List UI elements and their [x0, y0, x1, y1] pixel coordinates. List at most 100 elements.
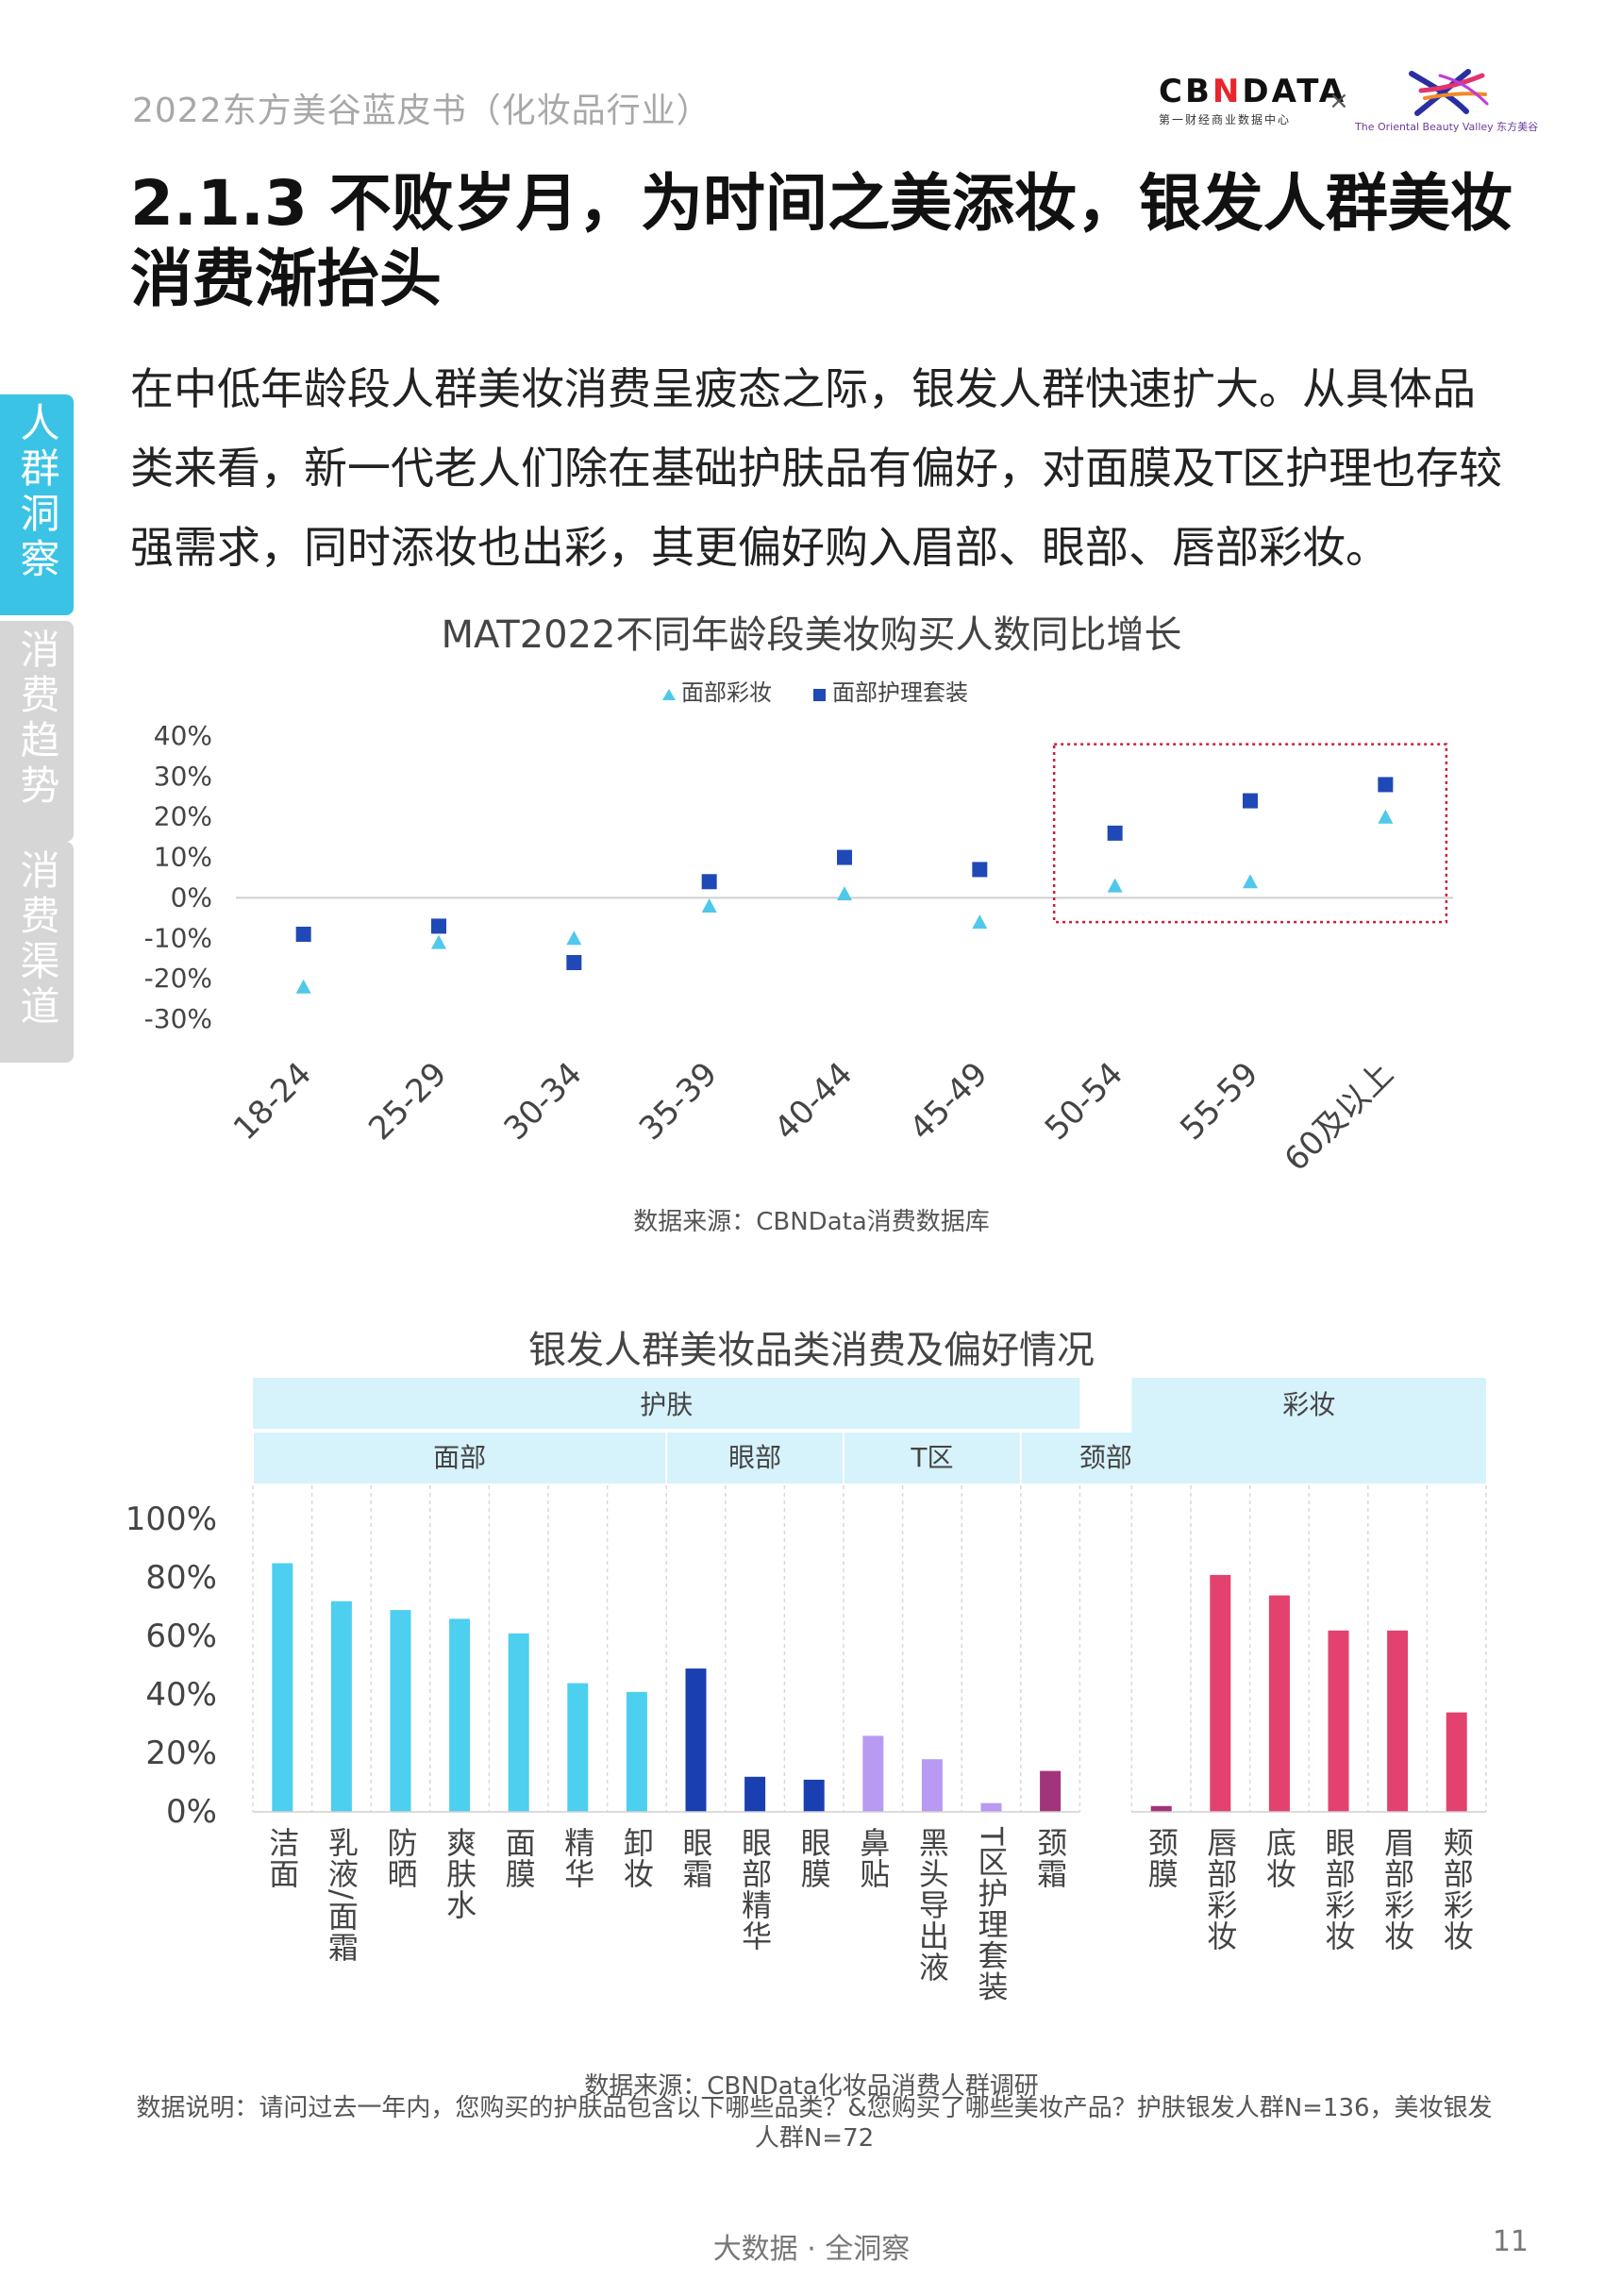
- bar-爽肤水: [449, 1618, 471, 1812]
- x-tick-label: 40-44: [767, 1055, 860, 1148]
- bar-眉部彩妆: [1387, 1630, 1409, 1812]
- page-number: 11: [1492, 2225, 1529, 2258]
- x-tick-label: 35-39: [632, 1055, 725, 1148]
- x-tick-label: 眼霜: [678, 1827, 714, 1889]
- side-tab-label: 人群洞察: [14, 402, 60, 583]
- x-tick-label: 45-49: [903, 1055, 995, 1148]
- point-面部护理套装: [701, 874, 717, 890]
- point-面部彩妆: [431, 934, 446, 949]
- x-tick-label: 55-59: [1173, 1055, 1265, 1148]
- side-tab-consumption-trend[interactable]: 消费趋势: [0, 621, 74, 842]
- side-tab-crowd-insight[interactable]: 人群洞察: [0, 394, 74, 615]
- x-tick-label: 精华: [560, 1827, 595, 1889]
- bar-乳液/面霜: [330, 1600, 352, 1812]
- bar-底妆: [1268, 1595, 1290, 1812]
- x-tick-label: 黑头导出液: [914, 1827, 950, 1983]
- x-tick-label: 60及以上: [1278, 1055, 1401, 1179]
- point-面部护理套装: [1378, 777, 1394, 793]
- x-tick-label: 眼部精华: [737, 1827, 773, 1952]
- y-tick-label: 10%: [154, 842, 212, 873]
- x-tick-label: 眼膜: [796, 1827, 832, 1889]
- point-面部护理套装: [431, 918, 446, 934]
- point-面部彩妆: [566, 930, 582, 946]
- subgroup-band: [254, 1433, 666, 1483]
- legend-label: 面部彩妆: [681, 679, 772, 706]
- bar-洁面: [272, 1563, 293, 1812]
- logo-dfmg-text: The Oriental Beauty Valley 东方美谷: [1355, 121, 1539, 133]
- x-tick-label: T区护理套装: [974, 1826, 1010, 2003]
- point-面部护理套装: [1107, 825, 1123, 841]
- bar-唇部彩妆: [1210, 1574, 1231, 1812]
- x-tick-label: 底妆: [1262, 1827, 1297, 1889]
- chart2-source: 数据来源：CBNData化妆品消费人群调研: [584, 2072, 1039, 2101]
- y-tick-label: 100%: [125, 1500, 217, 1538]
- bar-卸妆: [626, 1691, 647, 1812]
- chart1-legend: 面部彩妆 面部护理套装: [662, 679, 968, 706]
- bar-鼻贴: [862, 1735, 884, 1812]
- point-面部护理套装: [1243, 793, 1258, 809]
- logo-word-a: CB: [1159, 73, 1212, 110]
- x-tick-label: 卸妆: [619, 1827, 655, 1889]
- subgroup-label: T区: [910, 1442, 953, 1473]
- y-tick-label: 30%: [154, 761, 212, 792]
- x-tick-label: 18-24: [226, 1055, 319, 1148]
- subgroup-band: [667, 1433, 843, 1483]
- x-tick-label: 乳液/面霜: [324, 1827, 360, 1963]
- cbndata-logo: CBNDATA 第一财经商业数据中心: [1159, 73, 1344, 127]
- x-tick-label: 眉部彩妆: [1380, 1827, 1415, 1952]
- group-band-makeup: [1131, 1378, 1486, 1483]
- bar-黑头导出液: [921, 1759, 943, 1812]
- point-面部彩妆: [1243, 874, 1258, 889]
- bar-眼部精华: [744, 1776, 766, 1812]
- logo-subtitle: 第一财经商业数据中心: [1159, 113, 1292, 126]
- point-面部彩妆: [1378, 809, 1394, 824]
- bar-颈膜: [1150, 1805, 1172, 1812]
- group-label-makeup: 彩妆: [1282, 1389, 1335, 1420]
- y-tick-label: -30%: [144, 1003, 212, 1034]
- chart2-bar: 护肤 彩妆面部 眼部 T区 颈部 100% 80% 60% 40% 20% 0% 洁面 乳液/面霜 防晒爽…: [125, 1378, 1487, 2003]
- point-面部护理套装: [566, 955, 582, 970]
- footer-slogan: 大数据 · 全洞察: [712, 2233, 911, 2266]
- oriental-beauty-valley-logo: The Oriental Beauty Valley 东方美谷: [1355, 66, 1539, 134]
- side-tab-label: 消费趋势: [14, 628, 60, 810]
- x-tick-label: 洁面: [264, 1827, 300, 1889]
- y-tick-label: 40%: [145, 1676, 217, 1714]
- legend-marker-square: [813, 689, 826, 701]
- point-面部护理套装: [295, 927, 311, 942]
- bar-眼膜: [803, 1779, 825, 1812]
- group-label-skincare: 护肤: [640, 1389, 693, 1420]
- bar-眼部彩妆: [1328, 1630, 1349, 1812]
- side-tab-consumption-channel[interactable]: 消费渠道: [0, 842, 74, 1063]
- chart1-source: 数据来源：CBNData消费数据库: [633, 1208, 990, 1236]
- highlight-box: [1052, 743, 1448, 924]
- side-tab-label: 消费渠道: [14, 849, 60, 1031]
- chart2-note: 数据说明：请问过去一年内，您购买的护肤品包含以下哪些品类？&您购买了哪些美妆产品…: [136, 2094, 1493, 2153]
- x-tick-label: 爽肤水: [442, 1827, 477, 1920]
- group-band-skincare: [253, 1378, 1080, 1429]
- y-tick-label: 20%: [154, 801, 212, 832]
- legend-marker-triangle: [662, 689, 676, 700]
- point-面部护理套装: [972, 862, 988, 878]
- y-tick-label: 40%: [154, 720, 212, 751]
- chart1-title: MAT2022不同年龄段美妆购买人数同比增长: [441, 613, 1182, 657]
- x-tick-label: 50-54: [1038, 1055, 1130, 1148]
- y-tick-label: 60%: [145, 1617, 217, 1655]
- x-tick-label: 鼻贴: [855, 1827, 891, 1889]
- point-面部彩妆: [972, 914, 988, 930]
- bar-防晒: [390, 1610, 411, 1812]
- x-tick-label: 颈膜: [1144, 1827, 1179, 1889]
- x-tick-label: 颈霜: [1032, 1827, 1068, 1889]
- legend-label: 面部护理套装: [832, 679, 968, 706]
- logo-word-b: DATA: [1242, 73, 1347, 110]
- y-tick-label: -20%: [144, 963, 212, 994]
- bar-精华: [567, 1683, 589, 1812]
- subgroup-label: 眼部: [728, 1442, 781, 1473]
- bar-面膜: [508, 1633, 529, 1812]
- y-tick-label: -10%: [144, 922, 212, 953]
- subgroup-label: 颈部: [1079, 1442, 1132, 1473]
- subgroup-band: [1021, 1433, 1190, 1483]
- report-header-title: 2022东方美谷蓝皮书（化妆品行业）: [132, 92, 711, 130]
- point-面部彩妆: [701, 898, 717, 913]
- bar-颊部彩妆: [1446, 1712, 1467, 1812]
- x-tick-label: 面膜: [501, 1827, 537, 1889]
